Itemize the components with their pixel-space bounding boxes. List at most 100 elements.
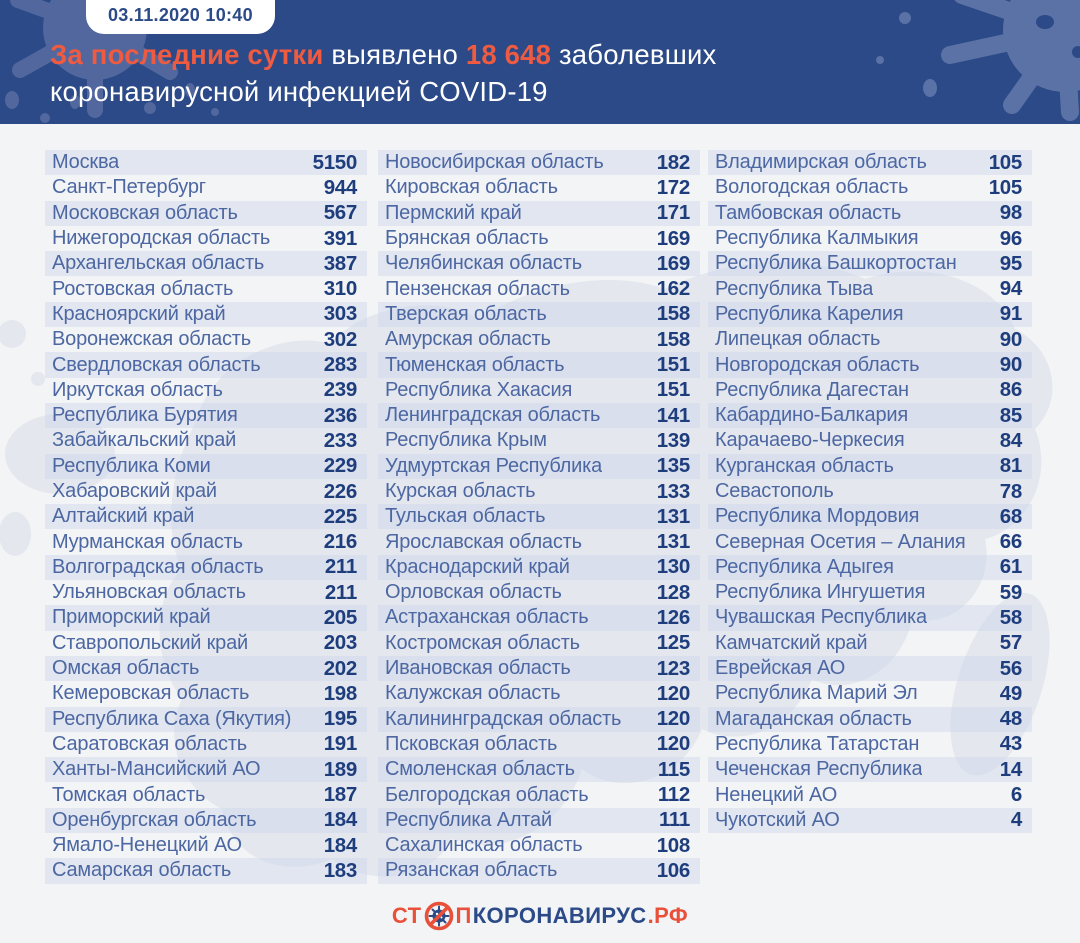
region-row: Санкт-Петербург 944 [45,175,367,200]
region-row: Саратовская область 191 [45,732,367,757]
region-cases-count: 387 [323,251,358,275]
region-cases-count: 189 [323,757,358,781]
region-cases-count: 128 [656,580,691,604]
region-cases-count: 184 [323,808,358,832]
region-row: Республика Алтай 111 [378,807,700,834]
region-name: Москва [52,151,120,174]
region-cases-count: 96 [999,226,1023,250]
region-name: Республика Крым [385,429,547,452]
region-name: Владимирская область [715,151,927,174]
region-cases-count: 391 [323,226,358,250]
region-cases-count: 302 [323,327,358,351]
region-row: Республика Калмыкия 96 [708,226,1032,251]
region-cases-count: 120 [656,732,691,756]
region-cases-count: 139 [656,428,691,452]
region-name: Чеченская Республика [715,758,923,781]
region-name: Курганская область [715,454,894,477]
region-name: Рязанская область [385,859,558,882]
region-cases-count: 125 [656,631,691,655]
region-cases-count: 5150 [312,150,358,174]
region-cases-count: 202 [323,656,358,680]
region-name: Новосибирская область [385,151,604,174]
region-cases-count: 131 [656,504,691,528]
region-name: Астраханская область [385,606,589,629]
region-row: Калининградская область 120 [378,706,700,732]
region-name: Курская область [385,480,536,502]
region-cases-count: 172 [656,175,691,199]
region-row: Забайкальский край 233 [45,428,367,453]
region-name: Брянская область [385,227,549,250]
region-name: Республика Ингушетия [715,581,926,604]
region-row: Кемеровская область 198 [45,681,367,706]
region-cases-count: 106 [656,858,691,882]
region-cases-count: 120 [656,707,691,731]
region-cases-count: 236 [323,403,358,427]
logo-stop-prefix: СТ [391,903,422,928]
region-cases-count: 90 [999,327,1023,351]
region-row: Ярославская область 131 [378,529,700,554]
region-row: Краснодарский край 130 [378,554,700,581]
region-row: Мурманская область 216 [45,529,367,554]
region-name: Калининградская область [385,707,622,730]
region-name: Саратовская область [52,732,248,755]
region-cases-count: 91 [999,302,1023,326]
region-name: Республика Саха (Якутия) [52,707,292,730]
region-row: Новгородская область 90 [708,352,1032,378]
date-badge-text: 03.11.2020 10:40 [108,5,253,25]
region-row: Липецкая область 90 [708,327,1032,352]
region-name: Ростовская область [52,277,234,300]
region-name: Новгородская область [715,353,920,376]
region-row: Республика Башкортостан 95 [708,251,1032,277]
region-name: Алтайский край [52,505,195,528]
region-row: Республика Дагестан 86 [708,378,1032,403]
region-name: Самарская область [52,859,232,882]
region-cases-count: 4 [1010,808,1022,832]
region-row: Московская область 567 [45,200,367,226]
region-cases-count: 115 [657,757,690,781]
region-name: Липецкая область [715,328,881,351]
region-cases-count: 310 [323,277,358,301]
region-cases-count: 130 [656,555,691,579]
region-row: Рязанская область 106 [378,858,700,884]
region-cases-count: 49 [999,681,1023,705]
region-name: Кабардино-Балкария [715,404,908,427]
region-name: Карачаево-Черкесия [715,429,905,452]
region-name: Красноярский край [52,302,226,325]
region-row: Смоленская область 115 [378,757,700,783]
region-cases-count: 205 [323,605,358,629]
region-name: Удмуртская Республика [385,454,603,477]
region-column-2: Новосибирская область 182 Кировская област… [378,150,700,884]
region-cases-count: 184 [323,833,358,857]
region-name: Иркутская область [52,378,223,401]
region-row: Калужская область 120 [378,681,700,706]
region-name: Республика Татарстан [715,732,920,755]
region-row: Республика Крым 139 [378,428,700,453]
region-row: Магаданская область 48 [708,706,1032,732]
region-name: Челябинская область [385,252,582,275]
region-row: Оренбургская область 184 [45,807,367,834]
region-row: Ивановская область 123 [378,655,700,682]
header-banner: 03.11.2020 10:40 За последние сутки выяв… [0,0,1080,124]
region-row: Удмуртская Республика 135 [378,453,700,479]
region-cases-count: 239 [323,378,358,402]
region-cases-count: 111 [658,808,690,832]
region-cases-count: 169 [656,226,691,250]
region-row: Тюменская область 151 [378,352,700,378]
region-name: Республика Карелия [715,302,904,325]
region-name: Краснодарский край [385,555,570,578]
region-row: Республика Марий Эл 49 [708,681,1032,706]
region-name: Ульяновская область [52,581,246,604]
region-cases-count: 105 [988,175,1023,199]
headline: За последние сутки выявлено 18 648 забол… [50,36,716,110]
region-cases-count: 162 [656,277,691,301]
region-cases-count: 57 [999,631,1023,655]
region-row: Севастополь 78 [708,479,1032,504]
region-column-1: Москва 5150 Санкт-Петербург 944 Московская о… [45,150,367,884]
region-cases-count: 105 [988,150,1023,174]
region-name: Томская область [52,783,206,806]
region-name: Московская область [52,201,238,224]
region-name: Забайкальский край [52,429,237,452]
region-row: Владимирская область 105 [708,150,1032,176]
region-cases-count: 131 [656,530,691,554]
region-cases-count: 171 [656,201,691,225]
